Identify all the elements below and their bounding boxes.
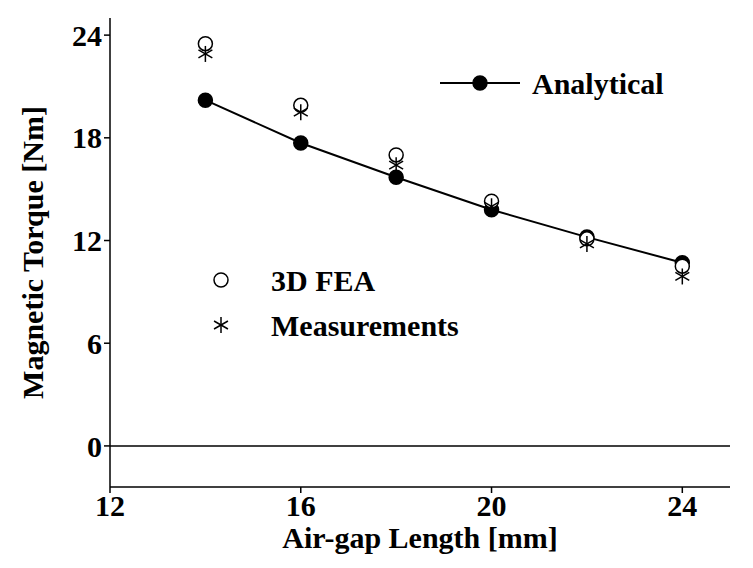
svg-text:3D FEA: 3D FEA <box>271 264 376 297</box>
svg-text:Measurements: Measurements <box>271 309 459 342</box>
svg-text:0: 0 <box>87 430 102 463</box>
svg-text:16: 16 <box>286 489 316 522</box>
svg-text:24: 24 <box>72 19 102 52</box>
svg-text:12: 12 <box>72 224 102 257</box>
svg-text:24: 24 <box>667 489 697 522</box>
svg-text:Analytical: Analytical <box>532 67 664 100</box>
svg-text:Air-gap Length [mm]: Air-gap Length [mm] <box>282 521 558 554</box>
svg-text:12: 12 <box>95 489 125 522</box>
svg-text:Magnetic Torque [Nm]: Magnetic Torque [Nm] <box>16 106 49 399</box>
svg-text:18: 18 <box>72 121 102 154</box>
svg-text:6: 6 <box>87 327 102 360</box>
svg-text:20: 20 <box>477 489 507 522</box>
